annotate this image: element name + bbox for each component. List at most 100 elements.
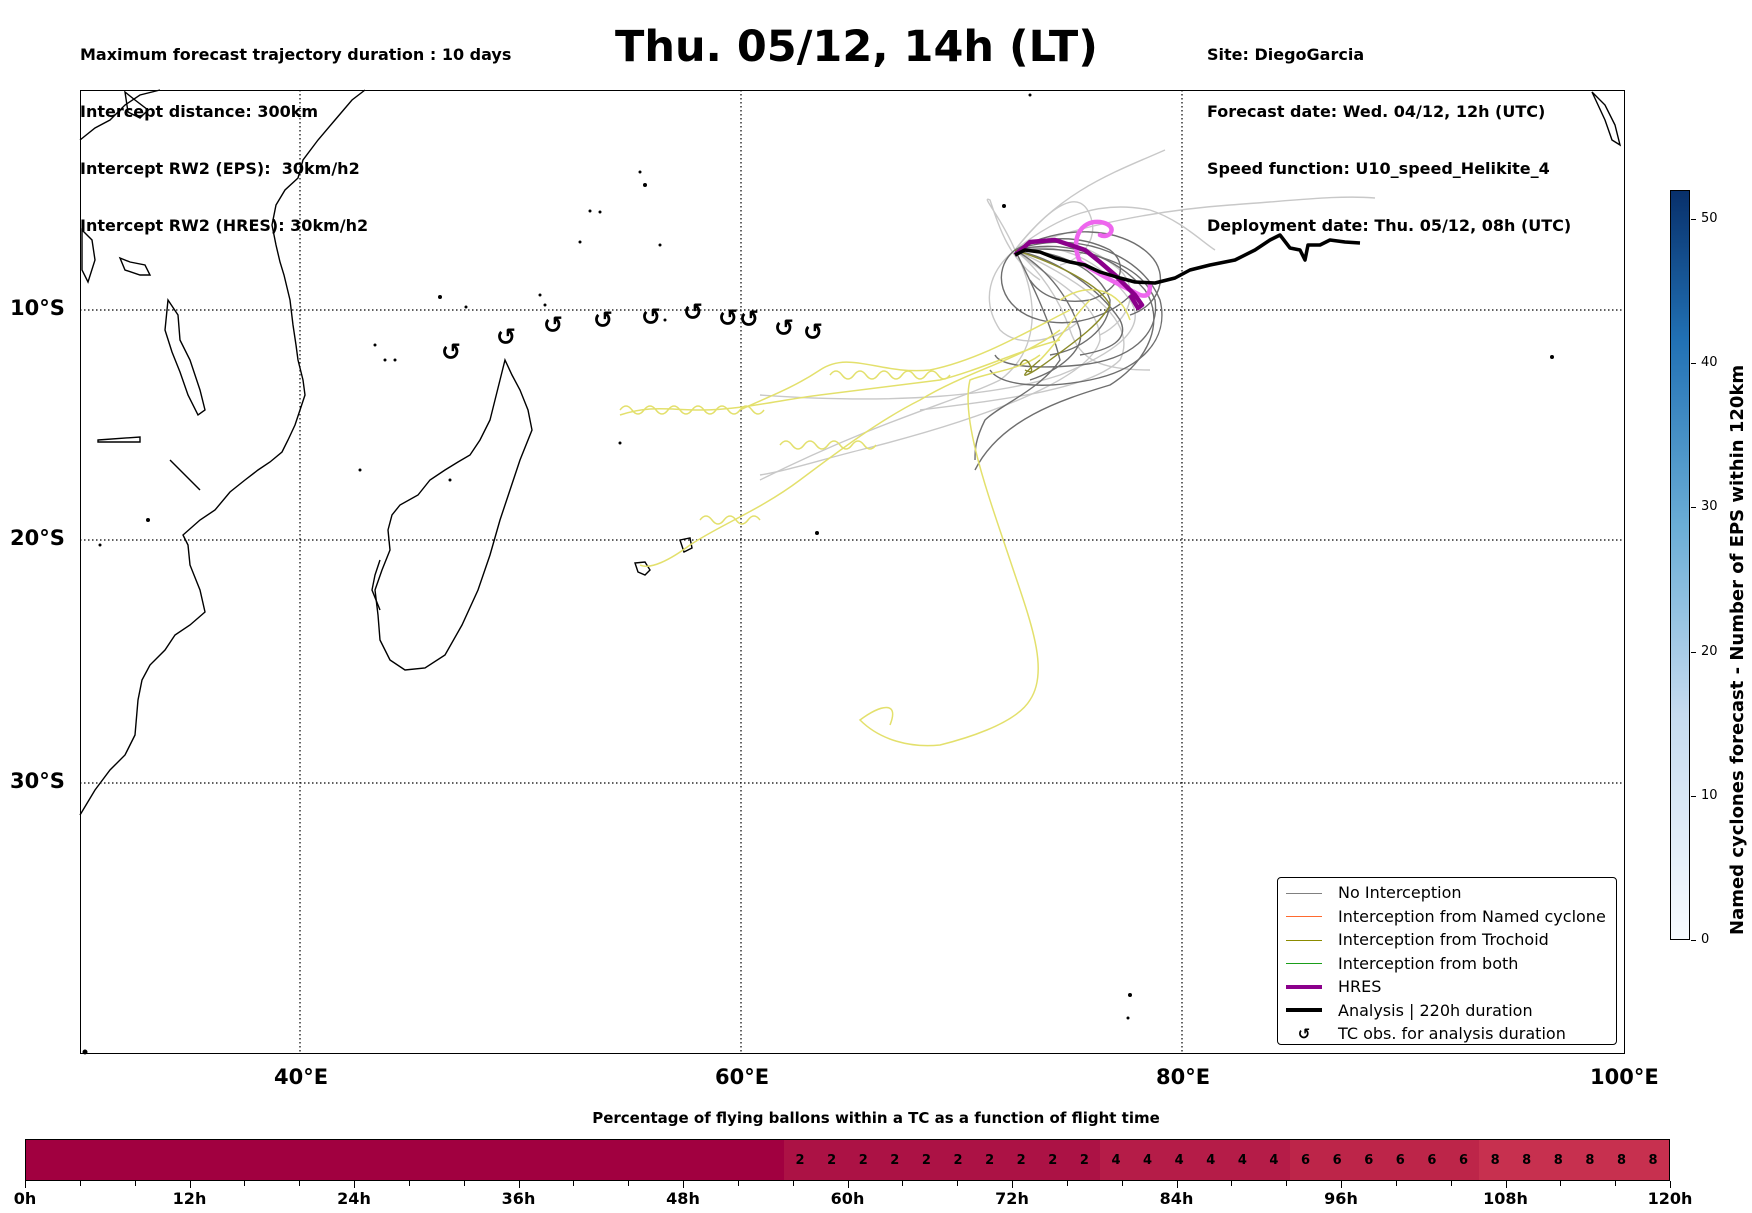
percentage-tick-label: 36h	[501, 1189, 536, 1208]
percentage-cell	[721, 1140, 753, 1180]
lat-label-20s: 20°S	[10, 526, 65, 550]
trochoid-interception-trajectories	[1014, 249, 1111, 376]
lake-detail	[97, 436, 141, 443]
percentage-tick	[573, 1181, 575, 1186]
colorbar-tick-label: 30	[1701, 499, 1718, 515]
island	[663, 318, 667, 322]
mauritius	[634, 561, 651, 576]
island	[1002, 204, 1006, 208]
trajectory	[986, 198, 1041, 281]
percentage-cell: 8	[1637, 1140, 1669, 1180]
percentage-tick	[737, 1181, 739, 1186]
header-left-line: Maximum forecast trajectory duration : 1…	[80, 45, 512, 64]
percentage-tick	[463, 1181, 465, 1186]
percentage-cell	[657, 1140, 690, 1180]
trajectory	[1019, 359, 1033, 373]
percentage-tick	[1505, 1181, 1507, 1188]
percentage-tick	[628, 1181, 630, 1186]
percentage-tick-label: 24h	[337, 1189, 371, 1208]
trajectory	[1014, 231, 1161, 316]
coastlines	[79, 89, 1622, 816]
trajectory	[619, 339, 1061, 416]
trajectory	[759, 249, 1101, 476]
trajectory	[639, 329, 1061, 567]
legend-swatch	[1286, 910, 1322, 922]
eps-trajectories-dark	[974, 231, 1163, 471]
island	[638, 170, 642, 174]
percentage-cell: 2	[879, 1140, 911, 1180]
tc-obs-icon: ↺	[641, 303, 661, 331]
island	[464, 305, 468, 309]
percentage-tick-label: 96h	[1324, 1189, 1358, 1208]
island	[373, 343, 377, 347]
percentage-cell: 8	[1574, 1140, 1606, 1180]
percentage-tick-label: 72h	[995, 1189, 1029, 1208]
percentage-cell: 2	[1068, 1140, 1101, 1180]
lake-malawi	[164, 297, 206, 417]
percentage-tick	[1121, 1181, 1123, 1186]
percentage-tick	[1395, 1181, 1397, 1186]
percentage-cell	[310, 1140, 342, 1180]
percentage-tick	[134, 1181, 136, 1186]
percentage-tick	[1231, 1181, 1233, 1186]
percentage-cell	[468, 1140, 500, 1180]
percentage-tick	[1012, 1181, 1013, 1188]
percentage-cell: 2	[847, 1140, 880, 1180]
percentage-tick	[354, 1181, 355, 1188]
eps-trajectories-yellow	[619, 289, 1131, 747]
percentage-tick	[518, 1181, 520, 1188]
trajectory-loops	[779, 440, 877, 450]
percentage-cell	[405, 1140, 437, 1180]
percentage-tick	[1450, 1181, 1452, 1186]
madagascar-west-detail	[371, 559, 381, 611]
legend-swatch	[1286, 1004, 1322, 1016]
small-islands	[82, 93, 1554, 1055]
percentage-tick	[957, 1181, 959, 1186]
percentage-tick-label: 12h	[172, 1189, 207, 1208]
percentage-tick	[1615, 1181, 1617, 1186]
percentage-cell: 6	[1321, 1140, 1353, 1180]
percentage-tick-label: 48h	[666, 1189, 700, 1208]
colorbar-tick-label: 20	[1701, 643, 1718, 659]
percentage-tick-label: 84h	[1159, 1189, 1194, 1208]
percentage-cell: 8	[1510, 1140, 1543, 1180]
trajectory	[1000, 249, 1136, 324]
trajectory	[739, 309, 1071, 411]
tc-obs-symbols: ↺↺ ↺ ↺ ↺ ↺ ↺ ↺ ↺ ↺	[441, 298, 823, 366]
colorbar-tick	[1691, 218, 1696, 220]
trajectory	[1014, 249, 1111, 376]
island	[1126, 1016, 1130, 1020]
percentage-cell: 2	[973, 1140, 1006, 1180]
percentage-cell	[689, 1140, 722, 1180]
percentage-cell: 2	[942, 1140, 974, 1180]
analysis-track	[1014, 233, 1361, 285]
colorbar-title: Named cyclones forecast - Number of EPS …	[1727, 364, 1748, 935]
percentage-cell	[215, 1140, 248, 1180]
legend-swatch	[1286, 957, 1322, 969]
legend-item-trochoid: Interception from Trochoid	[1286, 928, 1616, 952]
arabia-2	[124, 90, 150, 119]
percentage-tick	[1341, 1181, 1342, 1188]
reunion	[679, 537, 693, 553]
percentage-cell: 8	[1605, 1140, 1638, 1180]
tc-obs-icon: ↺	[774, 314, 794, 342]
percentage-cell: 8	[1542, 1140, 1575, 1180]
tc-obs-icon: ↺	[1297, 1024, 1311, 1043]
percentage-cell: 4	[1226, 1140, 1259, 1180]
percentage-cell: 6	[1416, 1140, 1448, 1180]
percentage-cell	[278, 1140, 311, 1180]
trajectory	[989, 241, 1163, 386]
percentage-cell	[120, 1140, 153, 1180]
tc-obs-icon: ↺	[718, 304, 738, 332]
percentage-tick	[244, 1181, 246, 1186]
percentage-cell: 6	[1384, 1140, 1417, 1180]
legend-label: Interception from Named cyclone	[1338, 906, 1606, 926]
africa-coast	[79, 89, 366, 816]
header-left-info: Maximum forecast trajectory duration : 1…	[80, 7, 511, 254]
legend-swatch	[1286, 934, 1322, 946]
island	[146, 518, 150, 522]
percentage-tick-label: 120h	[1647, 1189, 1693, 1208]
island	[438, 295, 442, 299]
percentage-cell	[247, 1140, 279, 1180]
island	[358, 468, 362, 472]
